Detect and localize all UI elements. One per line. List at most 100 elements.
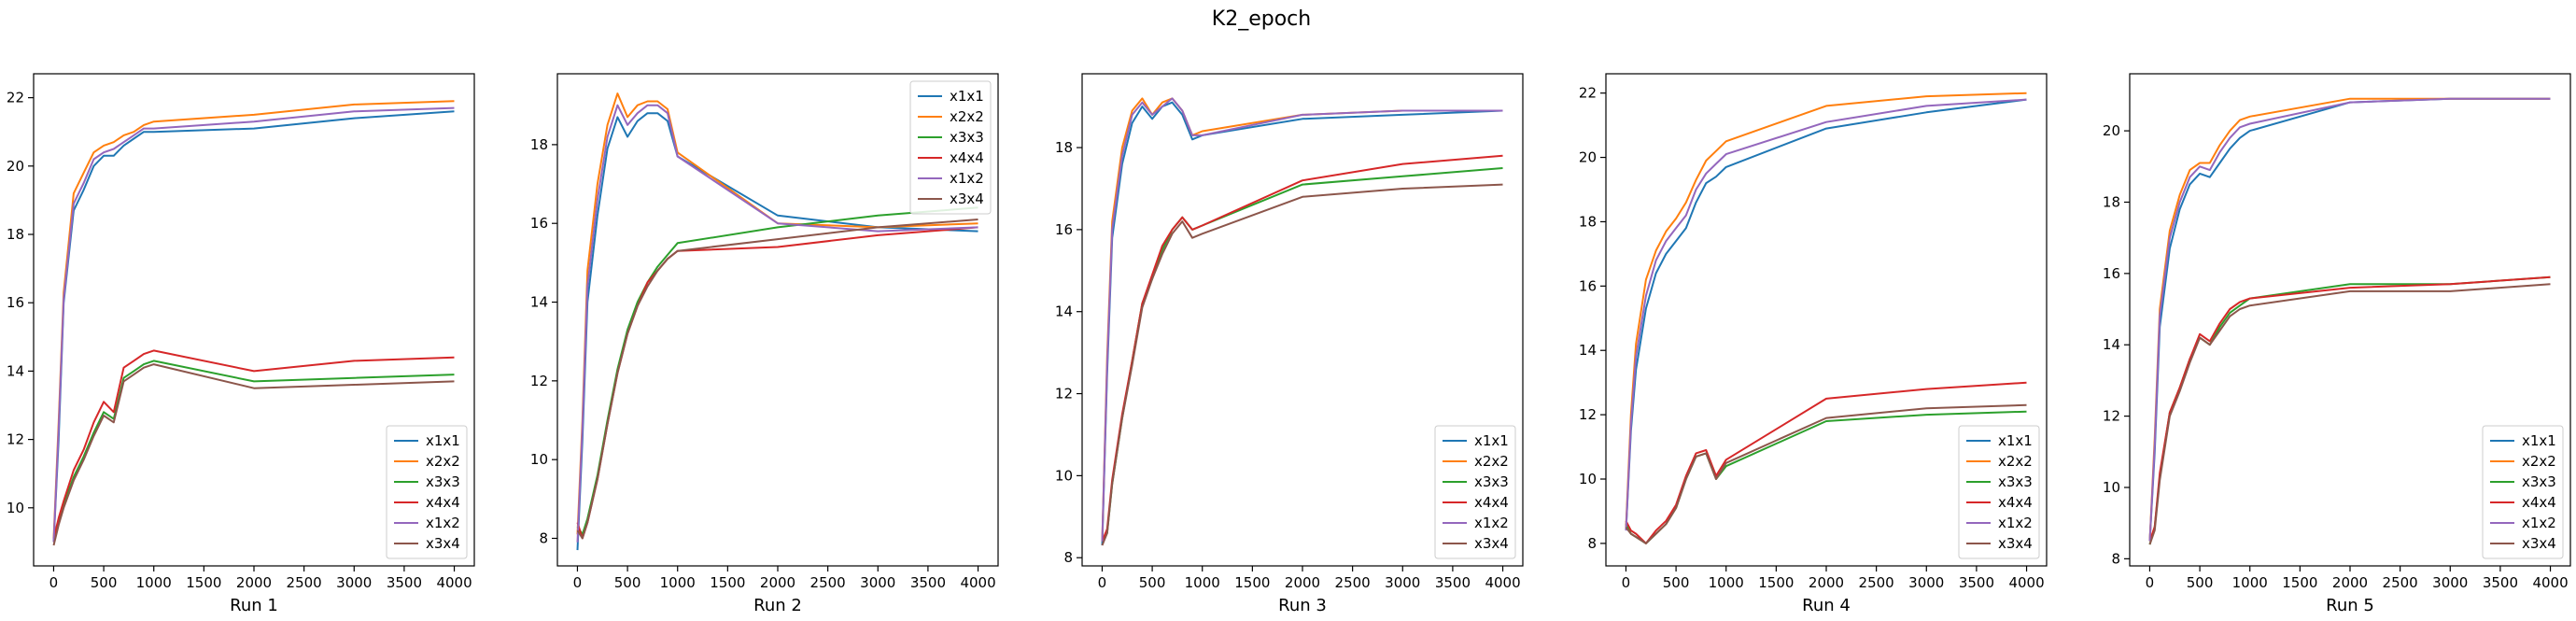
x-tick-label: 4000 [2532, 574, 2568, 591]
series-line-x1x1 [2148, 97, 2551, 542]
series-line-x4x4 [52, 349, 455, 539]
y-tick-label: 14 [7, 362, 24, 379]
y-tick-label: 10 [7, 500, 24, 516]
legend-label-x2x2: x2x2 [1998, 453, 2033, 470]
x-tick-label: 3500 [1959, 574, 1994, 591]
legend-box [386, 425, 468, 559]
y-tick-label: 14 [2103, 336, 2120, 353]
legend-label-x3x4: x3x4 [1998, 535, 2033, 552]
subplot-5: 0 500 1000 1500 2000 2500 3000 3500 4000 8 10 12 14 1… [2103, 73, 2571, 615]
legend-label-x2x2: x2x2 [2522, 453, 2556, 470]
y-tick-label: 18 [7, 226, 24, 243]
x-tick-label: 1000 [136, 574, 172, 591]
x-tick-label: 1000 [2232, 574, 2268, 591]
legend-label-x1x2: x1x2 [1998, 515, 2033, 531]
series-line-x1x2 [1625, 98, 2027, 531]
series-line-x3x4 [2148, 283, 2551, 545]
x-tick-label: 4000 [436, 574, 472, 591]
legend-label-x3x4: x3x4 [426, 535, 460, 552]
subplot-3: 0 500 1000 1500 2000 2500 3000 3500 4000 8 10 12 14 1… [1055, 73, 1524, 615]
x-tick-label: 3000 [860, 574, 895, 591]
legend: x1x1 x2x2 x3x3 x4x4 x1x2 x3x4 [2482, 425, 2564, 559]
legend-label-x2x2: x2x2 [1474, 453, 1509, 470]
x-tick-label: 2000 [760, 574, 795, 591]
y-tick-label: 8 [1063, 549, 1073, 566]
series-line-x1x2 [2148, 97, 2551, 542]
subplot-4: 0 500 1000 1500 2000 2500 3000 3500 4000 8 10 12 14 1… [1579, 73, 2048, 615]
x-tick-label: 500 [91, 574, 118, 591]
x-tick-label: 3500 [2483, 574, 2518, 591]
legend-label-x1x1: x1x1 [1998, 432, 2033, 449]
legend-label-x3x4: x3x4 [950, 191, 984, 207]
x-tick-label: 2000 [236, 574, 272, 591]
x-axis-label: Run 1 [230, 596, 278, 615]
legend-box [1958, 425, 2040, 559]
x-tick-label: 3000 [2432, 574, 2468, 591]
legend-label-x4x4: x4x4 [1474, 494, 1509, 511]
x-tick-label: 3500 [1435, 574, 1471, 591]
x-tick-label: 0 [49, 574, 59, 591]
x-tick-label: 3000 [1908, 574, 1944, 591]
x-tick-label: 1000 [660, 574, 696, 591]
y-tick-label: 14 [530, 294, 548, 311]
series-lines [576, 92, 978, 551]
x-tick-label: 3500 [387, 574, 422, 591]
y-tick-label: 18 [2103, 193, 2120, 210]
legend-label-x3x3: x3x3 [2522, 473, 2556, 490]
y-tick-label: 8 [539, 529, 548, 546]
y-tick-label: 12 [530, 373, 548, 389]
series-line-x3x4 [1101, 183, 1503, 546]
x-tick-label: 1500 [1758, 574, 1794, 591]
x-tick-label: 500 [1663, 574, 1690, 591]
y-tick-label: 14 [1055, 303, 1073, 320]
x-tick-label: 4000 [960, 574, 995, 591]
series-line-x3x3 [576, 206, 978, 536]
legend-label-x1x1: x1x1 [2522, 432, 2556, 449]
y-tick-label: 16 [2103, 265, 2120, 282]
y-tick-label: 8 [1587, 535, 1597, 552]
y-tick-label: 12 [2103, 408, 2120, 425]
y-tick-label: 8 [2111, 550, 2120, 567]
x-tick-label: 3500 [910, 574, 946, 591]
figure-title: K2_epoch [1212, 7, 1311, 31]
legend: x1x1 x2x2 x3x3 x4x4 x1x2 x3x4 [1958, 425, 2040, 559]
legend-label-x3x4: x3x4 [1474, 535, 1509, 552]
legend-label-x4x4: x4x4 [2522, 494, 2556, 511]
legend: x1x1 x2x2 x3x3 x4x4 x1x2 x3x4 [386, 425, 468, 559]
y-tick-label: 16 [530, 215, 548, 232]
y-tick-label: 20 [1579, 149, 1597, 166]
legend-box [2482, 425, 2564, 559]
y-tick-label: 22 [7, 90, 24, 106]
y-tick-label: 18 [1579, 213, 1597, 230]
x-tick-label: 0 [573, 574, 583, 591]
series-lines [1625, 92, 2027, 544]
legend-box [1434, 425, 1516, 559]
legend-label-x1x2: x1x2 [950, 170, 984, 187]
legend-label-x3x4: x3x4 [2522, 535, 2556, 552]
x-tick-label: 2500 [287, 574, 322, 591]
y-tick-label: 10 [1055, 467, 1073, 484]
legend: x1x1 x2x2 x3x3 x4x4 x1x2 x3x4 [1434, 425, 1516, 559]
x-tick-label: 4000 [1485, 574, 1520, 591]
legend-label-x3x3: x3x3 [426, 473, 460, 490]
legend-label-x3x3: x3x3 [1998, 473, 2033, 490]
y-tick-label: 10 [530, 451, 548, 468]
series-line-x4x4 [1625, 381, 2027, 544]
x-tick-label: 0 [2146, 574, 2155, 591]
x-axis-label: Run 2 [753, 596, 802, 615]
x-tick-label: 0 [1622, 574, 1631, 591]
y-tick-label: 12 [7, 431, 24, 448]
series-line-x2x2 [576, 92, 978, 535]
x-tick-label: 1500 [710, 574, 745, 591]
x-tick-label: 2000 [1285, 574, 1320, 591]
series-line-x1x2 [1101, 97, 1503, 542]
series-lines [52, 100, 455, 546]
legend-label-x1x2: x1x2 [426, 515, 460, 531]
x-axis-label: Run 3 [1278, 596, 1327, 615]
x-tick-label: 2500 [2383, 574, 2418, 591]
y-tick-label: 18 [1055, 139, 1073, 156]
x-tick-label: 3000 [1385, 574, 1420, 591]
series-line-x1x2 [576, 104, 978, 543]
y-tick-label: 16 [1579, 277, 1597, 294]
